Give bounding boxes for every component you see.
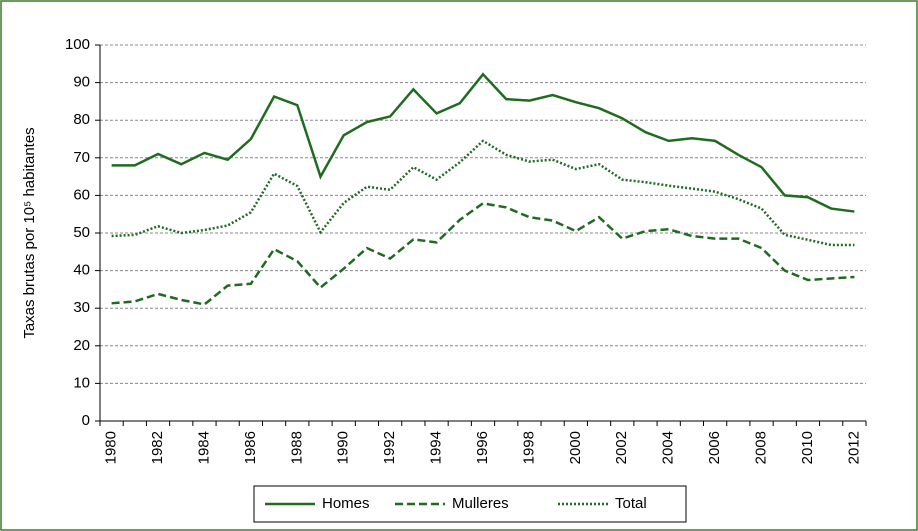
x-tick-label: 1984 [195,431,212,464]
x-tick-label: 1996 [474,431,491,464]
x-tick-label: 2008 [753,431,770,464]
y-tick-label: 20 [73,337,90,354]
x-tick-label: 1986 [242,431,259,464]
y-tick-label: 60 [73,186,90,203]
x-tick-label: 2000 [567,431,584,464]
x-tick-label: 1982 [149,431,166,464]
y-tick-label: 90 [73,74,90,91]
x-tick-label: 2006 [706,431,723,464]
x-tick-label: 2012 [845,431,862,464]
legend-label: Homes [322,495,370,512]
y-tick-label: 40 [73,262,90,279]
y-tick-label: 50 [73,224,90,241]
x-tick-label: 1998 [520,431,537,464]
y-tick-label: 70 [73,149,90,166]
x-tick-label: 2004 [660,431,677,464]
y-tick-label: 80 [73,111,90,128]
x-tick-label: 1988 [288,431,305,464]
x-tick-label: 1992 [381,431,398,464]
series-line [111,72,855,213]
y-tick-label: 100 [65,36,90,53]
y-tick-label: 0 [82,412,90,429]
x-tick-label: 1980 [103,431,120,464]
x-tick-label: 1994 [428,431,445,464]
series-line [111,201,855,306]
legend-label: Mulleres [452,495,509,512]
y-tick-label: 30 [73,299,90,316]
series-line [111,139,855,247]
legend-label: Total [615,495,647,512]
x-tick-label: 2002 [613,431,630,464]
legend-box [253,485,687,523]
x-tick-label: 1990 [335,431,352,464]
y-axis-label: Taxas brutas por 10⁵ habitantes [21,127,38,338]
y-tick-label: 10 [73,374,90,391]
x-tick-label: 2010 [799,431,816,464]
